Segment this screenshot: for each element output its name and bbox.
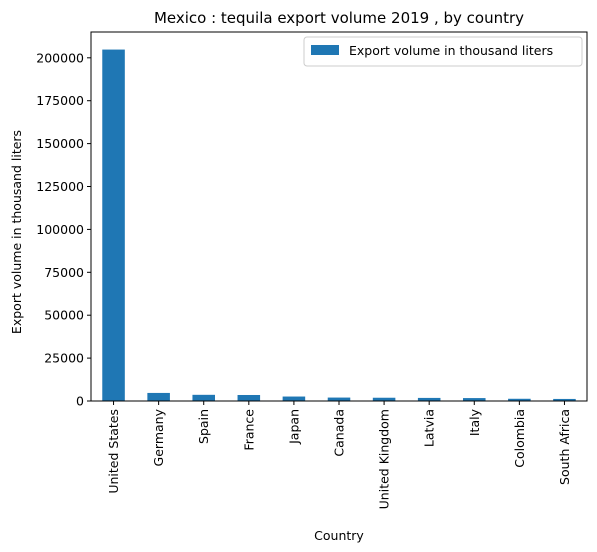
bar-2: [192, 394, 215, 401]
x-tick-label-8: Italy: [467, 408, 482, 436]
bar-5: [327, 397, 351, 401]
bar-8: [463, 398, 486, 401]
bar-4: [282, 396, 306, 401]
y-tick-label-3: 75000: [44, 265, 84, 280]
x-tick-label-7: Latvia: [422, 409, 437, 447]
x-tick-label-9: Colombia: [512, 409, 527, 468]
legend-swatch: [311, 45, 339, 55]
x-axis-label: Country: [314, 528, 364, 543]
y-tick-label-7: 175000: [36, 93, 84, 108]
bar-6: [372, 397, 396, 401]
y-tick-label-5: 125000: [36, 179, 84, 194]
bar-10: [553, 398, 576, 401]
plot-area: 0 25000 50000 75000 100000 125000 150000 175000…: [36, 31, 588, 509]
x-tick-label-10: South Africa: [557, 409, 572, 485]
bar-0: [102, 49, 125, 401]
legend-label: Export volume in thousand liters: [349, 43, 553, 58]
y-tick-label-0: 0: [76, 394, 84, 409]
y-tick-label-1: 25000: [44, 351, 84, 366]
x-tick-label-4: Japan: [286, 409, 301, 445]
y-axis-label: Export volume in thousand liters: [9, 130, 24, 334]
bar-7: [417, 397, 441, 401]
x-tick-label-2: Spain: [196, 409, 211, 444]
chart-title: Mexico : tequila export volume 2019 , by…: [154, 9, 524, 27]
y-tick-label-6: 150000: [36, 136, 84, 151]
x-tick-label-3: France: [241, 409, 256, 451]
y-tick-label-2: 50000: [44, 308, 84, 323]
y-tick-label-4: 100000: [36, 222, 84, 237]
x-tick-label-5: Canada: [332, 409, 347, 457]
legend-frame: [303, 36, 583, 67]
plot-frame: [90, 31, 588, 402]
bar-3: [237, 394, 261, 401]
x-tick-label-6: United Kingdom: [377, 409, 392, 509]
legend: Export volume in thousand liters: [303, 36, 583, 67]
x-tick-label-1: Germany: [151, 408, 166, 466]
y-tick-label-8: 200000: [36, 50, 84, 65]
bar-9: [508, 398, 531, 401]
x-tick-label-0: United States: [106, 409, 121, 494]
bar-1: [147, 392, 170, 401]
